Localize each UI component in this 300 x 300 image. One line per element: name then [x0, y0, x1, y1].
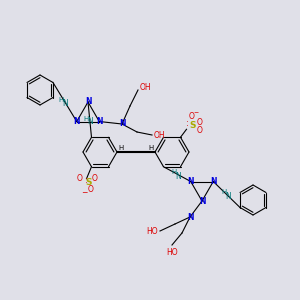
Text: O: O — [92, 174, 98, 183]
Text: O: O — [189, 112, 194, 121]
Text: HO: HO — [146, 226, 158, 236]
Text: N: N — [210, 177, 217, 186]
Text: OH: OH — [154, 130, 166, 140]
Text: H: H — [221, 190, 226, 196]
Text: O: O — [88, 185, 93, 194]
Text: O: O — [196, 118, 202, 127]
Text: O: O — [76, 174, 82, 183]
Text: S: S — [85, 178, 92, 187]
Text: N: N — [119, 119, 125, 128]
Text: N: N — [187, 212, 193, 221]
Text: S: S — [189, 121, 196, 130]
Text: −: − — [81, 188, 88, 197]
Text: OH: OH — [140, 82, 152, 91]
Text: N: N — [188, 177, 194, 186]
Text: :: : — [85, 176, 88, 185]
Text: H: H — [118, 145, 124, 151]
Text: N: N — [87, 117, 93, 126]
Text: N: N — [96, 117, 103, 126]
Text: N: N — [85, 98, 91, 106]
Text: H: H — [58, 97, 64, 103]
Text: N: N — [225, 192, 230, 201]
Text: H: H — [148, 145, 154, 151]
Text: N: N — [74, 117, 80, 126]
Text: N: N — [175, 172, 181, 181]
Text: N: N — [62, 100, 68, 109]
Text: H: H — [172, 169, 177, 175]
Text: −: − — [193, 110, 198, 115]
Text: HO: HO — [166, 248, 178, 257]
Text: H: H — [83, 116, 88, 122]
Text: N: N — [199, 196, 205, 206]
Text: :: : — [186, 119, 189, 128]
Text: O: O — [196, 126, 202, 135]
